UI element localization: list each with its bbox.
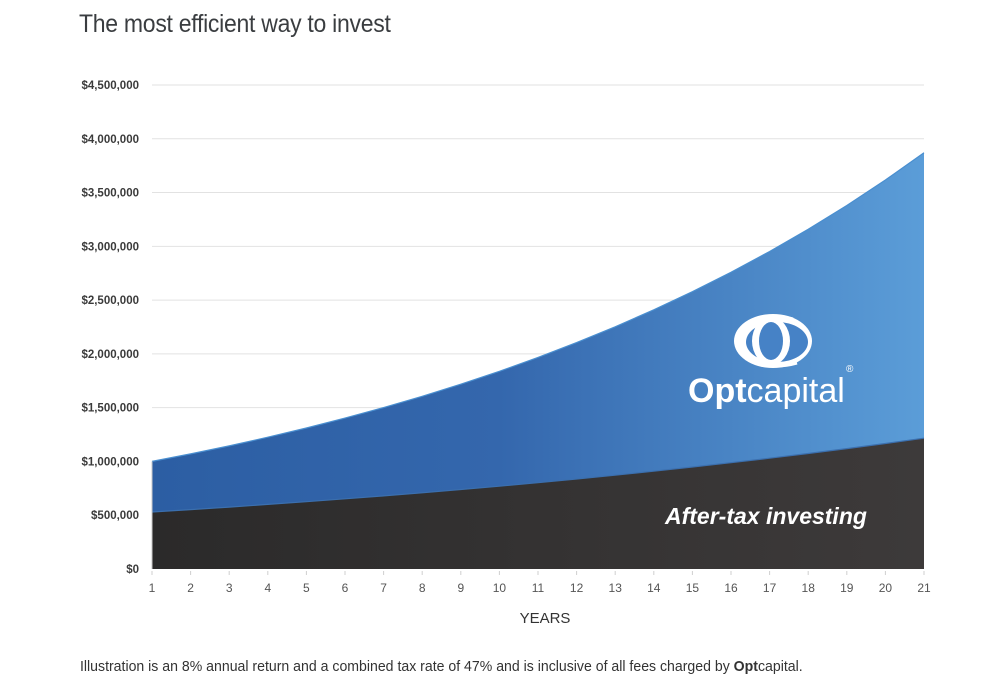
x-tick-label: 1 <box>149 581 156 595</box>
x-axis-label: YEARS <box>520 610 571 627</box>
x-tick-label: 10 <box>493 581 507 595</box>
y-tick-label: $0 <box>126 564 139 576</box>
x-tick-label: 12 <box>570 581 584 595</box>
footnote-text: Illustration is an 8% annual return and … <box>80 658 734 675</box>
x-tick-label: 7 <box>380 581 387 595</box>
y-tick-label: $3,500,000 <box>81 188 139 200</box>
y-tick-label: $2,000,000 <box>81 349 139 361</box>
x-tick-label: 16 <box>724 581 738 595</box>
logo-regular: capital <box>747 372 845 410</box>
y-tick-label: $1,000,000 <box>81 456 139 468</box>
after-tax-area-edge <box>151 437 925 513</box>
logo-bold: Opt <box>688 372 747 410</box>
x-tick-label: 19 <box>840 581 854 595</box>
optcapital-logo: Optcapital ® <box>688 314 854 410</box>
x-tick-label: 9 <box>457 581 464 595</box>
x-tick-label: 4 <box>264 581 271 595</box>
x-axis-ticks: 1 2 3 4 5 6 7 8 9 10 11 12 13 14 15 16 17 18 19 20 21 <box>149 571 931 595</box>
y-tick-label: $4,000,000 <box>81 134 139 146</box>
y-tick-label: $3,000,000 <box>81 241 139 253</box>
x-tick-label: 6 <box>342 581 349 595</box>
y-tick-label: $1,500,000 <box>81 403 139 415</box>
x-tick-label: 13 <box>609 581 623 595</box>
x-tick-label: 17 <box>763 581 777 595</box>
chart-areas <box>151 152 925 570</box>
y-tick-label: $500,000 <box>91 510 139 522</box>
x-tick-label: 14 <box>647 581 661 595</box>
x-tick-label: 8 <box>419 581 426 595</box>
optcapital-area-edge <box>151 152 925 462</box>
optcapital-logo-text: Optcapital <box>688 372 845 410</box>
x-tick-label: 18 <box>802 581 816 595</box>
registered-mark-icon: ® <box>846 364 854 375</box>
y-tick-label: $2,500,000 <box>81 295 139 307</box>
x-tick-label: 21 <box>917 581 931 595</box>
after-tax-area <box>152 438 924 569</box>
x-tick-label: 2 <box>187 581 194 595</box>
x-tick-label: 20 <box>879 581 893 595</box>
x-tick-label: 5 <box>303 581 310 595</box>
footnote: Illustration is an 8% annual return and … <box>80 658 803 675</box>
optcapital-logo-mark-icon <box>734 314 812 368</box>
footnote-brand-regular: capital. <box>757 658 803 675</box>
after-tax-series-label: After-tax investing <box>664 503 867 529</box>
page-title: The most efficient way to invest <box>79 10 391 38</box>
x-tick-label: 15 <box>686 581 700 595</box>
y-tick-label: $4,500,000 <box>81 80 139 92</box>
footnote-brand-bold: Opt <box>733 658 758 675</box>
x-tick-label: 3 <box>226 581 233 595</box>
x-tick-label: 11 <box>532 581 545 595</box>
y-axis-ticks: $0 $500,000 $1,000,000 $1,500,000 $2,000,000… <box>81 80 139 576</box>
